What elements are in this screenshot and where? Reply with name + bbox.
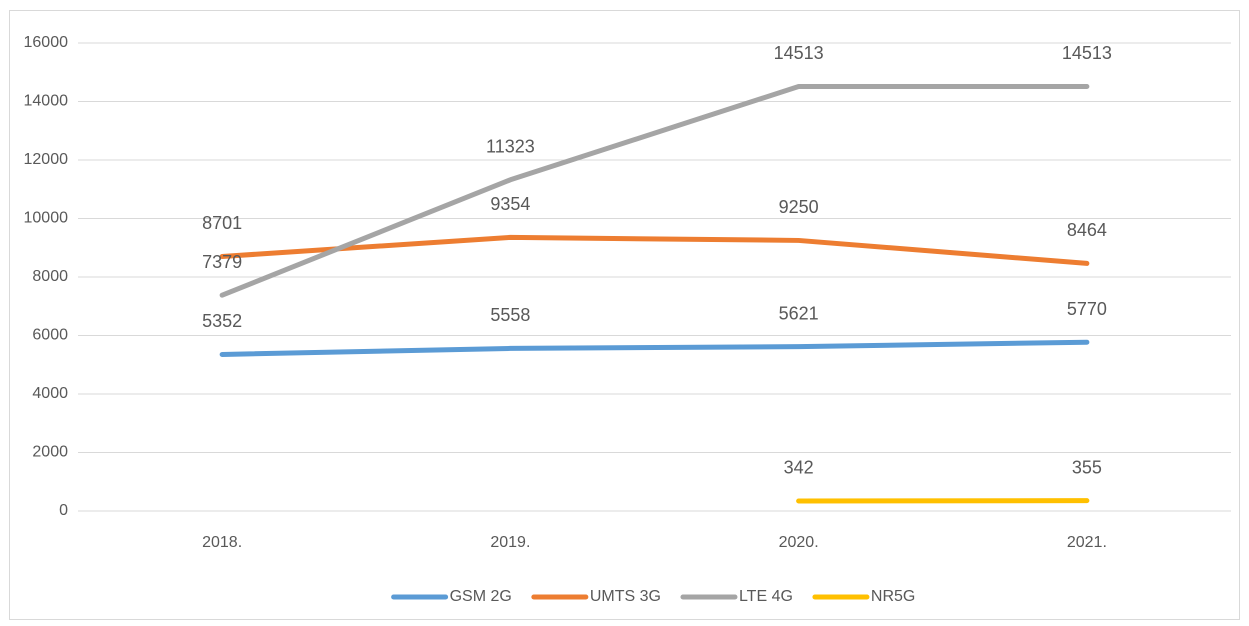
y-tick-label: 4000 — [32, 385, 68, 402]
data-label: 14513 — [774, 43, 824, 63]
series-line — [219, 234, 1090, 266]
legend-label: GSM 2G — [450, 588, 512, 605]
y-tick-label: 10000 — [24, 210, 69, 227]
series-line — [219, 339, 1090, 357]
data-label: 8701 — [202, 213, 242, 233]
y-tick-label: 2000 — [32, 444, 68, 461]
data-label: 5352 — [202, 311, 242, 331]
data-label: 5558 — [490, 305, 530, 325]
data-label: 11323 — [486, 137, 535, 157]
y-tick-label: 16000 — [24, 34, 69, 51]
series-line — [219, 83, 1090, 298]
data-label: 9250 — [779, 197, 819, 217]
data-label: 5770 — [1067, 299, 1107, 319]
data-label: 14513 — [1062, 43, 1112, 63]
legend-label: LTE 4G — [739, 588, 793, 605]
y-tick-label: 12000 — [24, 151, 69, 168]
data-label: 7379 — [202, 252, 242, 272]
y-tick-label: 0 — [59, 502, 68, 519]
legend-label: UMTS 3G — [590, 588, 661, 605]
x-tick-label: 2020. — [779, 534, 819, 551]
y-tick-label: 14000 — [24, 93, 69, 110]
data-label: 9354 — [490, 194, 530, 214]
chart-border — [9, 10, 1240, 620]
x-tick-label: 2018. — [202, 534, 242, 551]
x-tick-label: 2019. — [490, 534, 530, 551]
data-label: 8464 — [1067, 220, 1107, 240]
data-label: 355 — [1072, 457, 1102, 477]
data-label: 5621 — [779, 303, 819, 323]
y-tick-label: 8000 — [32, 268, 68, 285]
x-tick-label: 2021. — [1067, 534, 1107, 551]
data-label: 342 — [784, 458, 814, 478]
y-tick-label: 6000 — [32, 327, 68, 344]
legend-label: NR5G — [871, 588, 915, 605]
